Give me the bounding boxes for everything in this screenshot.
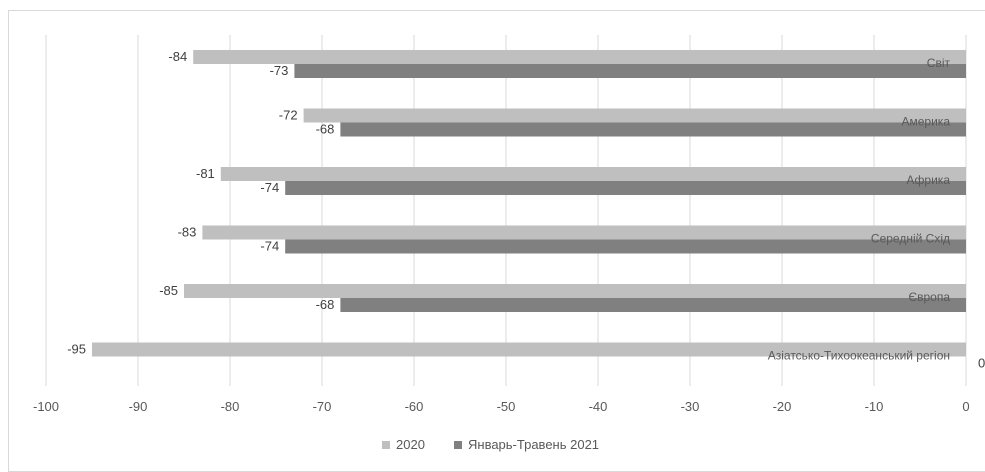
bar (285, 181, 966, 195)
x-tick-label: -80 (221, 399, 240, 414)
data-label: 0 (978, 356, 985, 371)
category-label: Середній Схід (871, 232, 950, 246)
bar (294, 64, 966, 78)
bar (92, 342, 966, 357)
bar (184, 284, 966, 298)
data-label: -73 (270, 63, 289, 78)
bar (340, 298, 966, 312)
legend-label: Январь-Травень 2021 (468, 437, 599, 452)
x-tick-label: -40 (589, 399, 608, 414)
legend-swatch (382, 441, 390, 449)
category-label: Америка (902, 115, 951, 129)
data-label: -74 (260, 180, 279, 195)
data-label: -85 (159, 283, 178, 298)
data-label: -68 (316, 122, 335, 137)
x-tick-label: -100 (33, 399, 59, 414)
data-label: -95 (67, 342, 86, 357)
category-label: Азіатсько-Тихоокеанський регіон (768, 349, 950, 363)
x-tick-label: -60 (405, 399, 424, 414)
bar (220, 167, 967, 181)
bar (285, 239, 966, 254)
data-label: -81 (196, 166, 215, 181)
legend-swatch (454, 441, 462, 449)
data-label: -68 (316, 297, 335, 312)
data-label: -72 (279, 108, 298, 123)
x-tick-label: -50 (497, 399, 516, 414)
x-tick-label: -70 (313, 399, 332, 414)
bar (193, 50, 966, 64)
data-label: -84 (168, 49, 187, 64)
category-label: Світ (927, 56, 951, 70)
x-tick-label: -20 (773, 399, 792, 414)
category-label: Африка (906, 173, 950, 187)
x-tick-label: -30 (681, 399, 700, 414)
bar (340, 122, 966, 137)
data-label: -83 (178, 225, 197, 240)
bar (202, 225, 966, 240)
legend-label: 2020 (396, 437, 425, 452)
x-tick-label: 0 (962, 399, 969, 414)
data-label: -74 (260, 239, 279, 254)
bar (303, 108, 967, 123)
category-label: Європа (908, 290, 950, 304)
x-tick-label: -90 (129, 399, 148, 414)
x-tick-label: -10 (865, 399, 884, 414)
